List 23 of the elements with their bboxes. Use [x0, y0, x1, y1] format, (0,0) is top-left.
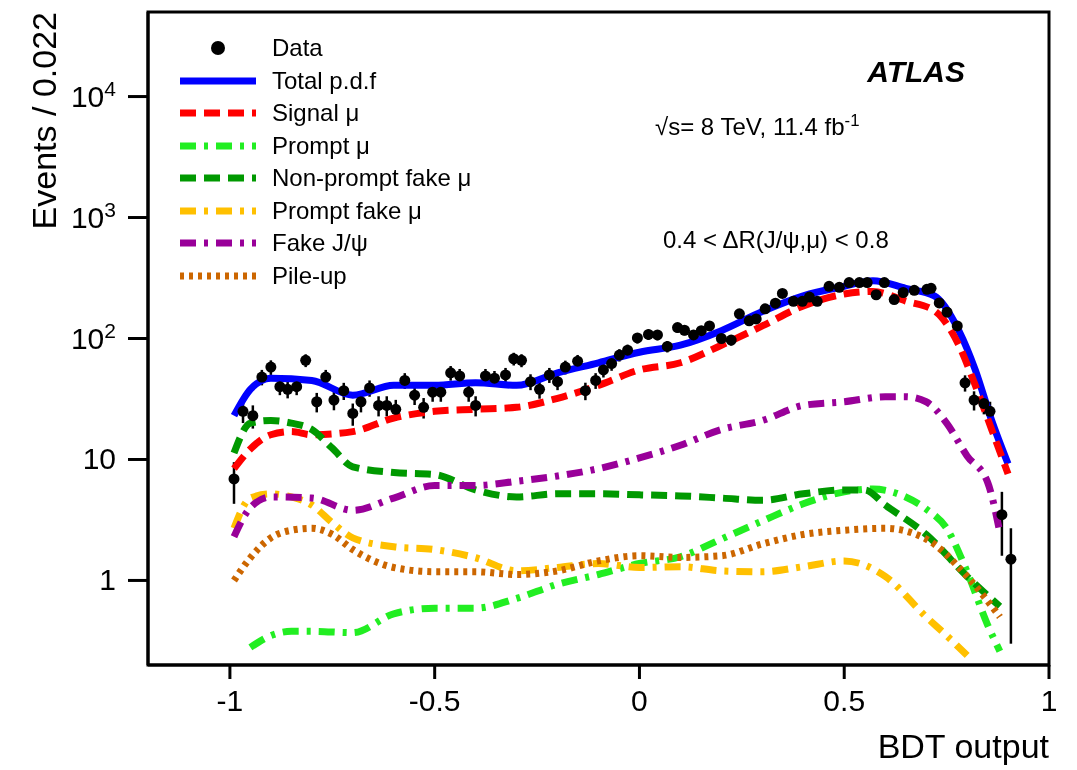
y-axis-title: Events / 0.022 — [25, 12, 63, 230]
x-tick-label: 0.5 — [823, 684, 866, 717]
y-tick-label: 10$^{4}$ — [70, 76, 117, 113]
x-tick-label: 1 — [1040, 684, 1058, 717]
y-tick-label: 10 — [82, 442, 116, 476]
x-tick-label: 0 — [631, 684, 648, 717]
legend-label: Prompt fake μ — [272, 196, 422, 225]
legend-label: Total p.d.f — [272, 66, 377, 95]
legend-label: Fake J/ψ — [272, 229, 368, 258]
y-tick-label: 10$^{2}$ — [70, 318, 116, 355]
y-tick-label: 10$^{3}$ — [70, 197, 116, 234]
x-axis-title: BDT output — [877, 727, 1050, 765]
annotation: 0.4 < ΔR(J/ψ,μ) < 0.8 — [663, 226, 889, 253]
legend-label: Prompt μ — [272, 131, 370, 160]
legend-label: Data — [272, 34, 323, 63]
annotation: √s= 8 TeV, 11.4 fb$^{-1}$ — [655, 110, 860, 140]
x-tick-label: -0.5 — [408, 684, 461, 717]
annotation: ATLAS — [866, 55, 965, 88]
legend-label: Non-prompt fake μ — [272, 164, 472, 193]
legend-label: Pile-up — [272, 261, 347, 290]
legend-label: Signal μ — [272, 99, 360, 128]
x-tick-label: -1 — [216, 684, 244, 717]
y-tick-label: 1 — [99, 563, 116, 597]
